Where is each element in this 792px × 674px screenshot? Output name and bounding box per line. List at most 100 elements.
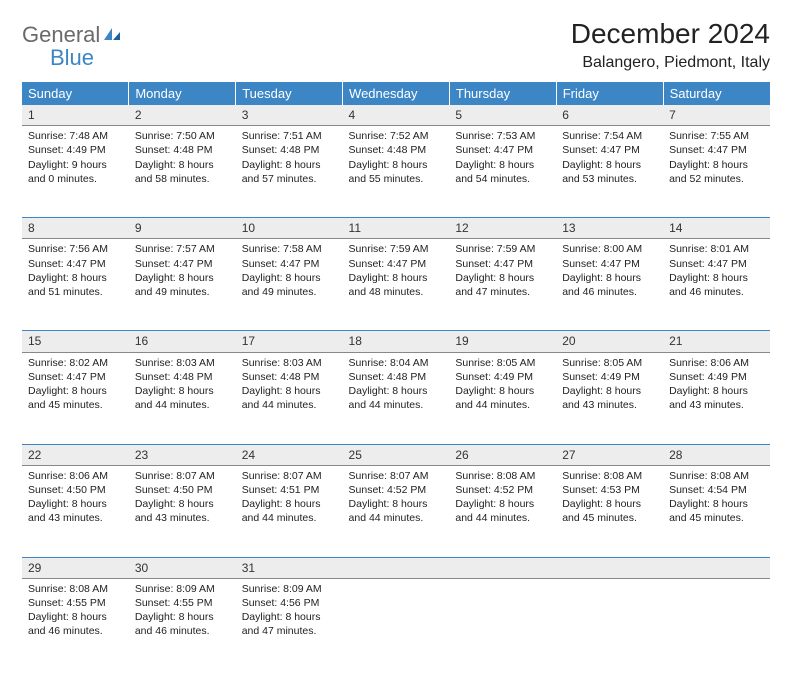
sunrise-line: Sunrise: 8:05 AM bbox=[562, 356, 657, 370]
daylight-line: Daylight: 9 hours and 0 minutes. bbox=[28, 158, 123, 186]
day-cell: Sunrise: 7:52 AMSunset: 4:48 PMDaylight:… bbox=[343, 126, 450, 212]
day-number: 11 bbox=[343, 218, 450, 239]
sunset-line: Sunset: 4:47 PM bbox=[28, 370, 123, 384]
daylight-line: Daylight: 8 hours and 43 minutes. bbox=[562, 384, 657, 412]
day-cell: Sunrise: 8:01 AMSunset: 4:47 PMDaylight:… bbox=[663, 239, 770, 325]
day-number: 6 bbox=[556, 105, 663, 126]
col-wednesday: Wednesday bbox=[343, 82, 450, 105]
day-number: 21 bbox=[663, 331, 770, 352]
day-cell: Sunrise: 8:07 AMSunset: 4:52 PMDaylight:… bbox=[343, 465, 450, 551]
sunrise-line: Sunrise: 8:03 AM bbox=[242, 356, 337, 370]
sunrise-line: Sunrise: 8:01 AM bbox=[669, 242, 764, 256]
day-number: 24 bbox=[236, 444, 343, 465]
day-cell: Sunrise: 8:08 AMSunset: 4:53 PMDaylight:… bbox=[556, 465, 663, 551]
sunrise-line: Sunrise: 7:50 AM bbox=[135, 129, 230, 143]
day-content-row: Sunrise: 8:02 AMSunset: 4:47 PM Daylight:… bbox=[22, 352, 770, 438]
day-number: 5 bbox=[449, 105, 556, 126]
day-content-row: Sunrise: 8:06 AMSunset: 4:50 PMDaylight:… bbox=[22, 465, 770, 551]
sunset-line: Sunset: 4:51 PM bbox=[242, 483, 337, 497]
day-cell: Sunrise: 7:48 AMSunset: 4:49 PMDaylight:… bbox=[22, 126, 129, 212]
daynum-row: 293031 bbox=[22, 557, 770, 578]
day-cell: Sunrise: 8:07 AMSunset: 4:51 PMDaylight:… bbox=[236, 465, 343, 551]
sunrise-line: Sunrise: 8:08 AM bbox=[455, 469, 550, 483]
day-number: 15 bbox=[22, 331, 129, 352]
day-cell bbox=[449, 578, 556, 664]
sunrise-line: Sunrise: 7:59 AM bbox=[349, 242, 444, 256]
day-cell: Sunrise: 7:55 AMSunset: 4:47 PMDaylight:… bbox=[663, 126, 770, 212]
sunset-line: Sunset: 4:47 PM bbox=[669, 257, 764, 271]
daylight-line: Daylight: 8 hours and 43 minutes. bbox=[669, 384, 764, 412]
sunset-line: Sunset: 4:50 PM bbox=[28, 483, 123, 497]
day-cell bbox=[343, 578, 450, 664]
daylight-line: Daylight: 8 hours and 47 minutes. bbox=[455, 271, 550, 299]
sunrise-line: Sunrise: 7:48 AM bbox=[28, 129, 123, 143]
daylight-line: Daylight: 8 hours and 45 minutes. bbox=[669, 497, 764, 525]
sunrise-line: Sunrise: 8:02 AM bbox=[28, 356, 123, 370]
day-cell: Sunrise: 8:02 AMSunset: 4:47 PMDaylight:… bbox=[22, 352, 129, 438]
day-number: 29 bbox=[22, 557, 129, 578]
day-number: 4 bbox=[343, 105, 450, 126]
day-cell bbox=[556, 578, 663, 664]
day-cell: Sunrise: 8:00 AMSunset: 4:47 PMDaylight:… bbox=[556, 239, 663, 325]
col-tuesday: Tuesday bbox=[236, 82, 343, 105]
daylight-line: Daylight: 8 hours and 44 minutes. bbox=[242, 497, 337, 525]
sunrise-line: Sunrise: 8:09 AM bbox=[135, 582, 230, 596]
sunrise-line: Sunrise: 7:54 AM bbox=[562, 129, 657, 143]
day-cell: Sunrise: 8:08 AMSunset: 4:54 PMDaylight:… bbox=[663, 465, 770, 551]
day-number: 16 bbox=[129, 331, 236, 352]
daylight-line: Daylight: 8 hours and 48 minutes. bbox=[349, 271, 444, 299]
brand-line1: General bbox=[22, 22, 100, 47]
daylight-line: Daylight: 8 hours and 49 minutes. bbox=[135, 271, 230, 299]
daylight-line: Daylight: 8 hours and 51 minutes. bbox=[28, 271, 123, 299]
day-number: 19 bbox=[449, 331, 556, 352]
daynum-row: 15161718192021 bbox=[22, 331, 770, 352]
day-number: 28 bbox=[663, 444, 770, 465]
sunset-line: Sunset: 4:49 PM bbox=[669, 370, 764, 384]
sunset-line: Sunset: 4:53 PM bbox=[562, 483, 657, 497]
day-cell: Sunrise: 8:06 AMSunset: 4:49 PMDaylight:… bbox=[663, 352, 770, 438]
daylight-line: Daylight: 8 hours and 44 minutes. bbox=[349, 384, 444, 412]
sunset-line: Sunset: 4:48 PM bbox=[242, 370, 337, 384]
day-number bbox=[556, 557, 663, 578]
day-cell: Sunrise: 8:03 AMSunset: 4:48 PMDaylight:… bbox=[129, 352, 236, 438]
location-subtitle: Balangero, Piedmont, Italy bbox=[571, 54, 770, 72]
sunrise-line: Sunrise: 8:03 AM bbox=[135, 356, 230, 370]
daylight-line: Daylight: 8 hours and 55 minutes. bbox=[349, 158, 444, 186]
sunset-line: Sunset: 4:47 PM bbox=[562, 257, 657, 271]
col-sunday: Sunday bbox=[22, 82, 129, 105]
sunrise-line: Sunrise: 7:52 AM bbox=[349, 129, 444, 143]
day-number: 2 bbox=[129, 105, 236, 126]
daylight-line: Daylight: 8 hours and 53 minutes. bbox=[562, 158, 657, 186]
sunrise-line: Sunrise: 8:06 AM bbox=[669, 356, 764, 370]
day-content-row: Sunrise: 8:08 AMSunset: 4:55 PMDaylight:… bbox=[22, 578, 770, 664]
sunset-line: Sunset: 4:56 PM bbox=[242, 596, 337, 610]
month-title: December 2024 bbox=[571, 18, 770, 50]
sunset-line: Sunset: 4:52 PM bbox=[455, 483, 550, 497]
title-block: December 2024 Balangero, Piedmont, Italy bbox=[571, 18, 770, 72]
day-cell: Sunrise: 8:06 AMSunset: 4:50 PMDaylight:… bbox=[22, 465, 129, 551]
sunrise-line: Sunrise: 7:57 AM bbox=[135, 242, 230, 256]
daylight-line: Daylight: 8 hours and 46 minutes. bbox=[28, 610, 123, 638]
day-number: 10 bbox=[236, 218, 343, 239]
day-number: 17 bbox=[236, 331, 343, 352]
day-cell: Sunrise: 8:08 AMSunset: 4:55 PMDaylight:… bbox=[22, 578, 129, 664]
sunrise-line: Sunrise: 7:53 AM bbox=[455, 129, 550, 143]
sunrise-line: Sunrise: 8:08 AM bbox=[562, 469, 657, 483]
daylight-line: Daylight: 8 hours and 54 minutes. bbox=[455, 158, 550, 186]
daylight-line: Daylight: 8 hours and 49 minutes. bbox=[242, 271, 337, 299]
day-number: 25 bbox=[343, 444, 450, 465]
daylight-line: Daylight: 8 hours and 43 minutes. bbox=[135, 497, 230, 525]
sunset-line: Sunset: 4:50 PM bbox=[135, 483, 230, 497]
sunrise-line: Sunrise: 8:00 AM bbox=[562, 242, 657, 256]
day-number: 3 bbox=[236, 105, 343, 126]
daynum-row: 1234567 bbox=[22, 105, 770, 126]
day-cell: Sunrise: 8:07 AMSunset: 4:50 PMDaylight:… bbox=[129, 465, 236, 551]
day-number: 23 bbox=[129, 444, 236, 465]
col-saturday: Saturday bbox=[663, 82, 770, 105]
sunrise-line: Sunrise: 8:06 AM bbox=[28, 469, 123, 483]
day-number: 18 bbox=[343, 331, 450, 352]
day-number: 1 bbox=[22, 105, 129, 126]
day-cell: Sunrise: 8:09 AMSunset: 4:56 PMDaylight:… bbox=[236, 578, 343, 664]
day-cell: Sunrise: 7:56 AMSunset: 4:47 PMDaylight:… bbox=[22, 239, 129, 325]
sunset-line: Sunset: 4:54 PM bbox=[669, 483, 764, 497]
